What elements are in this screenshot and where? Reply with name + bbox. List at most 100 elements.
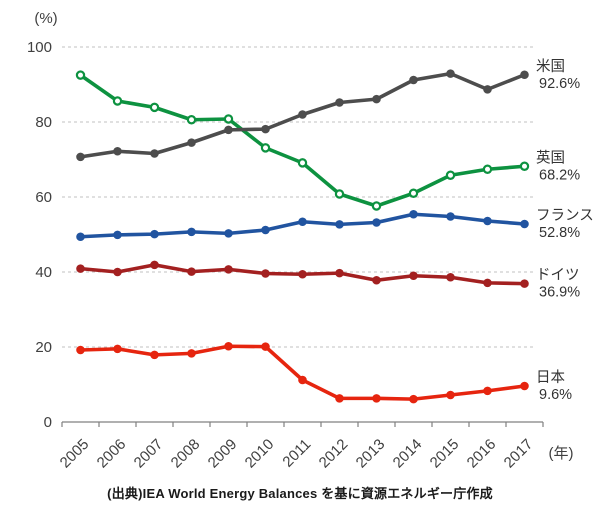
- x-tick-label: 2017: [501, 436, 537, 472]
- x-tick-label: 2012: [316, 436, 352, 472]
- series-marker-usa: [113, 146, 122, 156]
- series-marker-france: [483, 216, 492, 226]
- series-marker-japan: [446, 390, 455, 400]
- x-tick-label: 2014: [390, 436, 426, 472]
- series-marker-france: [298, 217, 307, 227]
- series-marker-uk: [75, 70, 86, 80]
- series-value-label-usa: 92.6%: [539, 76, 580, 92]
- series-marker-germany: [520, 279, 529, 288]
- series-marker-uk: [334, 189, 345, 199]
- series-marker-uk: [149, 102, 160, 113]
- series-marker-germany: [298, 269, 307, 279]
- series-marker-uk: [223, 114, 234, 124]
- series-marker-japan: [261, 342, 270, 351]
- x-tick-label: 2009: [205, 436, 241, 472]
- series-marker-germany: [187, 267, 196, 276]
- series-marker-uk: [371, 201, 382, 211]
- series-marker-japan: [224, 341, 233, 351]
- series-marker-japan: [483, 386, 492, 396]
- x-tick-label: 2005: [57, 436, 93, 472]
- series-marker-uk: [297, 158, 308, 168]
- series-marker-japan: [409, 394, 418, 404]
- series-marker-usa: [187, 138, 196, 147]
- series-marker-germany: [150, 260, 159, 270]
- series-marker-uk: [445, 170, 456, 180]
- series-marker-france: [520, 219, 529, 229]
- x-tick-label: 2007: [131, 436, 167, 472]
- series-marker-usa: [150, 149, 159, 158]
- series-line-uk: [78, 73, 527, 208]
- source-caption: (出典)IEA World Energy Balances を基に資源エネルギー…: [107, 486, 493, 501]
- series-marker-usa: [409, 75, 418, 85]
- series-marker-germany: [446, 272, 455, 282]
- series-marker-usa: [335, 98, 344, 107]
- series-marker-japan: [187, 349, 196, 358]
- x-tick-label: 2015: [427, 436, 463, 472]
- y-tick-label: 100: [27, 39, 52, 56]
- series-marker-uk: [408, 188, 419, 198]
- series-marker-germany: [335, 268, 344, 278]
- series-name-label-uk: 英国: [536, 148, 565, 166]
- series-marker-france: [224, 229, 233, 238]
- series-marker-usa: [76, 152, 85, 162]
- series-marker-japan: [372, 394, 381, 403]
- series-marker-germany: [76, 264, 85, 273]
- series-marker-germany: [261, 269, 270, 278]
- series-marker-germany: [113, 267, 122, 277]
- series-marker-japan: [150, 350, 159, 360]
- x-axis-unit-label: (年): [549, 445, 574, 462]
- x-tick-label: 2011: [279, 436, 314, 471]
- series-marker-usa: [520, 70, 529, 80]
- series-marker-japan: [298, 375, 307, 385]
- series-marker-france: [446, 212, 455, 221]
- series-marker-france: [335, 220, 344, 229]
- series-marker-germany: [409, 271, 418, 281]
- y-tick-label: 60: [35, 189, 52, 206]
- series-marker-uk: [112, 96, 123, 106]
- series-name-label-germany: ドイツ: [536, 268, 580, 284]
- y-axis-unit-label: (%): [34, 10, 57, 27]
- series-name-label-japan: 日本: [536, 369, 565, 386]
- series-marker-usa: [224, 125, 233, 135]
- series-marker-uk: [482, 164, 493, 174]
- series-marker-usa: [298, 110, 307, 119]
- y-tick-label: 20: [35, 339, 52, 356]
- series-line-japan: [78, 344, 527, 401]
- y-tick-label: 0: [44, 414, 52, 431]
- series-marker-france: [372, 218, 381, 227]
- series-marker-france: [409, 209, 418, 219]
- series-marker-france: [187, 227, 196, 237]
- series-marker-usa: [261, 124, 270, 134]
- series-marker-japan: [520, 381, 529, 391]
- series-marker-france: [76, 232, 85, 242]
- x-tick-label: 2008: [168, 436, 204, 472]
- series-marker-usa: [483, 85, 492, 94]
- x-tick-label: 2010: [242, 436, 278, 472]
- x-tick-label: 2006: [94, 436, 130, 472]
- series-marker-uk: [260, 143, 271, 153]
- series-marker-japan: [76, 345, 85, 355]
- series-marker-france: [150, 229, 159, 239]
- series-name-label-usa: 米国: [536, 58, 565, 75]
- series-value-label-uk: 68.2%: [539, 167, 580, 183]
- y-tick-label: 80: [35, 114, 52, 131]
- series-marker-usa: [372, 94, 381, 104]
- series-value-label-france: 52.8%: [539, 225, 580, 241]
- series-marker-germany: [483, 278, 492, 288]
- series-marker-germany: [224, 265, 233, 274]
- series-marker-france: [261, 225, 270, 235]
- series-name-label-france: フランス: [536, 208, 594, 224]
- x-tick-label: 2016: [464, 436, 500, 472]
- series-marker-france: [113, 230, 122, 240]
- series-value-label-japan: 9.6%: [539, 387, 572, 403]
- x-tick-label: 2013: [353, 436, 389, 472]
- y-tick-label: 40: [35, 264, 52, 281]
- series-marker-usa: [446, 69, 455, 78]
- series-marker-japan: [113, 344, 122, 354]
- series-marker-japan: [335, 394, 344, 403]
- series-marker-uk: [186, 115, 197, 125]
- series-marker-germany: [372, 275, 381, 285]
- series-value-label-germany: 36.9%: [539, 285, 580, 301]
